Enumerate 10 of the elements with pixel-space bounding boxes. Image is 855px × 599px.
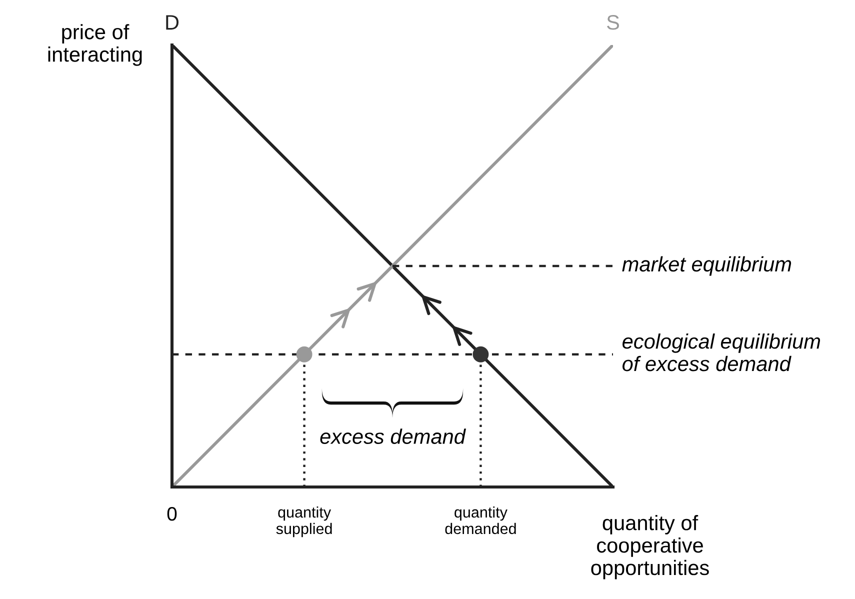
series-label: D bbox=[166, 15, 179, 30]
x-tick-label: quantity supplied bbox=[276, 506, 332, 538]
text: ecological equilibrium of excess demand bbox=[622, 333, 820, 372]
text: market equilibrium bbox=[622, 256, 792, 276]
series-label: S bbox=[607, 15, 619, 30]
x-tick-label: quantity demanded bbox=[445, 506, 516, 534]
x-axis-title: quantity of cooperative opportunities bbox=[591, 515, 709, 580]
y-axis-title: price of interacting bbox=[48, 24, 142, 66]
annotation: excess demand bbox=[320, 428, 466, 444]
x-tick-label: 0 bbox=[167, 506, 177, 521]
